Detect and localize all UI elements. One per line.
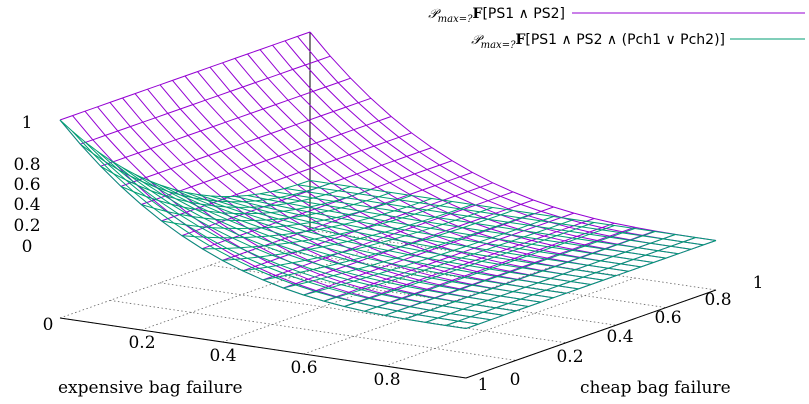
surface-mesh-line bbox=[309, 31, 717, 241]
legend-operator-2: F bbox=[515, 32, 525, 48]
y-axis-label: cheap bag failure bbox=[580, 378, 731, 398]
surface-mesh-line bbox=[364, 225, 615, 312]
surface-mesh-line bbox=[344, 222, 595, 307]
y-tick-label: 0.2 bbox=[556, 347, 583, 367]
y-tick-label: 0.8 bbox=[704, 290, 731, 310]
surface-mesh-line bbox=[283, 213, 534, 289]
frame-line bbox=[465, 289, 717, 379]
surface-series-1 bbox=[59, 31, 717, 329]
surface-mesh-line bbox=[184, 191, 592, 285]
x-tick-label: 1 bbox=[478, 375, 489, 395]
y-tick-label: 1 bbox=[753, 273, 764, 293]
surface-mesh-line bbox=[272, 190, 679, 255]
surface-mesh-line bbox=[197, 194, 604, 281]
surface-mesh-line bbox=[247, 195, 654, 263]
frame-line bbox=[59, 317, 467, 379]
y-tick-label: 0 bbox=[510, 370, 521, 390]
legend: 𝒫max=?F[PS1 ∧ PS2] 𝒫max=?F[PS1 ∧ PS2 ∧ (… bbox=[428, 6, 805, 51]
surface-mesh-line bbox=[209, 195, 617, 277]
surface-mesh-line bbox=[404, 231, 656, 320]
surface-mesh-line bbox=[445, 237, 696, 326]
surface-mesh-line bbox=[465, 240, 717, 329]
y-tick-label: 0.6 bbox=[654, 308, 681, 328]
surface-mesh-line bbox=[222, 196, 629, 272]
y-tick-label: 0.4 bbox=[606, 327, 633, 347]
surface-mesh-line bbox=[284, 187, 692, 250]
legend-label-2: 𝒫max=?F[PS1 ∧ PS2 ∧ (Pch1 ∨ Pch2)] bbox=[471, 32, 725, 51]
surface-mesh-line bbox=[323, 219, 575, 302]
surface-mesh-line bbox=[309, 180, 717, 241]
z-tick-label: 1 bbox=[22, 113, 33, 133]
x-tick-label: 0.4 bbox=[209, 346, 236, 366]
legend-label-1: 𝒫max=?F[PS1 ∧ PS2] bbox=[428, 6, 565, 25]
base-grid-line bbox=[109, 300, 517, 361]
base-plane-grid bbox=[59, 229, 717, 379]
x-tick-label: 0.2 bbox=[128, 333, 155, 353]
x-tick-label: 0 bbox=[43, 315, 54, 335]
surface-mesh-line bbox=[234, 58, 642, 268]
base-grid-line bbox=[159, 282, 567, 344]
surface-mesh-line bbox=[425, 234, 676, 323]
surface-mesh-line bbox=[303, 216, 554, 296]
base-grid-line bbox=[384, 277, 635, 367]
z-tick-label: 0.6 bbox=[13, 175, 40, 195]
z-tick-label: 0.2 bbox=[13, 216, 40, 236]
base-grid-line bbox=[141, 241, 392, 331]
surface-mesh-line bbox=[197, 71, 604, 281]
surface-series-2 bbox=[59, 119, 717, 329]
surface-mesh-line bbox=[242, 207, 493, 272]
surface-mesh-line bbox=[222, 62, 629, 272]
z-tick-label: 0 bbox=[22, 237, 33, 257]
x-tick-label: 0.6 bbox=[290, 358, 317, 378]
z-tick-label: 0.4 bbox=[13, 195, 40, 215]
surface-mesh-line bbox=[184, 75, 592, 285]
legend-formula-2: [PS1 ∧ PS2 ∧ (Pch1 ∨ Pch2)] bbox=[525, 32, 725, 48]
surface-mesh-line bbox=[297, 184, 704, 246]
x-tick-label: 0.8 bbox=[373, 370, 400, 390]
z-tick-label: 0.8 bbox=[13, 155, 40, 175]
legend-formula-1: [PS1 ∧ PS2] bbox=[482, 6, 565, 22]
surface-mesh-line bbox=[344, 218, 595, 307]
surface-mesh-line bbox=[384, 228, 635, 316]
surface-mesh-line bbox=[259, 193, 667, 259]
surface-mesh-line bbox=[323, 212, 575, 302]
surface-mesh-line bbox=[297, 36, 704, 246]
surface-mesh-line bbox=[234, 195, 642, 268]
surface-mesh-line bbox=[209, 66, 617, 277]
base-grid-line bbox=[222, 253, 473, 343]
legend-operator-1: F bbox=[473, 6, 483, 22]
x-axis-label: expensive bag failure bbox=[58, 378, 243, 398]
surface-mesh-line bbox=[284, 40, 692, 250]
surface-mesh-line bbox=[303, 206, 554, 296]
